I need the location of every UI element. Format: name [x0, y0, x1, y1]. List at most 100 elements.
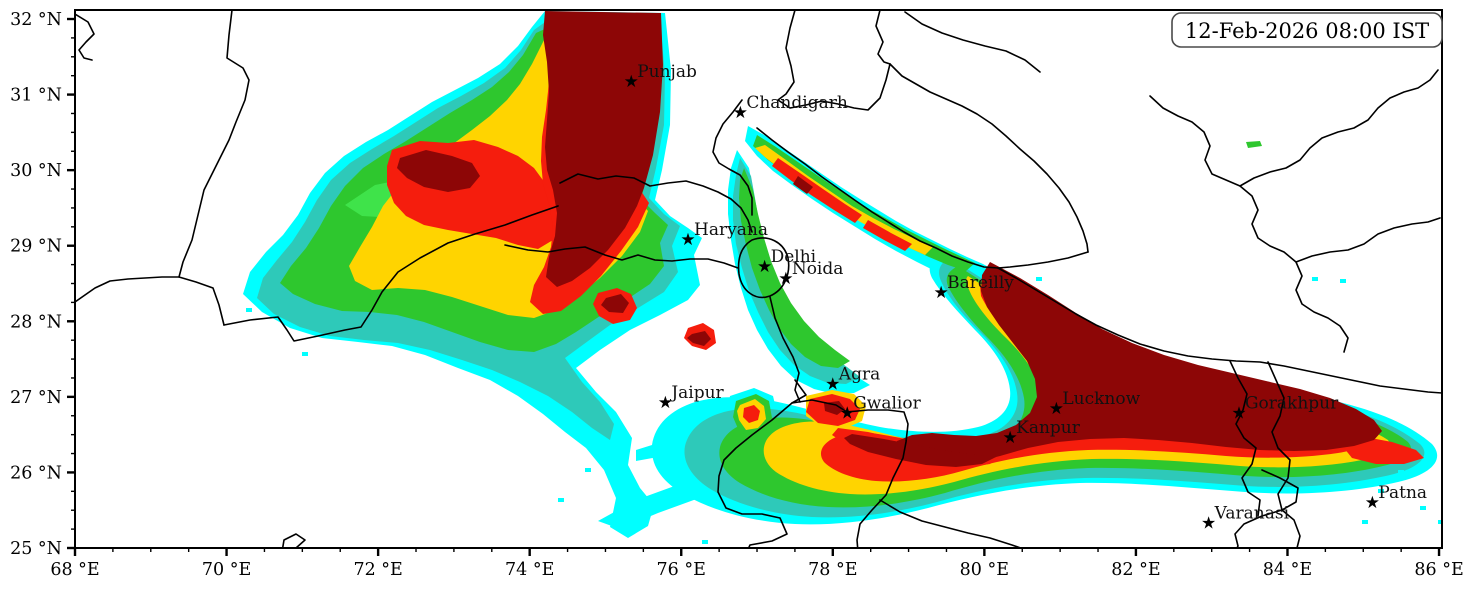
state-border-line	[879, 499, 1023, 548]
city-star-marker: ★	[680, 230, 695, 250]
x-tick-label: 74 °E	[505, 560, 554, 580]
contour-speck	[1420, 506, 1426, 510]
state-border-line	[777, 10, 891, 111]
city-star-marker: ★	[1201, 513, 1216, 533]
contour-band	[728, 150, 870, 394]
cities-layer: ★Punjab★Chandigarh★Haryana★Delhi★Noida★B…	[624, 62, 1427, 533]
y-tick-label: 32 °N	[10, 10, 62, 30]
contour-speck	[1362, 520, 1368, 524]
x-tick-label: 72 °E	[353, 560, 402, 580]
x-tick-label: 86 °E	[1414, 560, 1463, 580]
state-border-line	[1239, 69, 1439, 187]
contour-band	[844, 434, 996, 467]
contour-speck	[1398, 470, 1404, 474]
city-label: Chandigarh	[746, 93, 848, 113]
x-tick-label: 80 °E	[960, 560, 1009, 580]
state-border-line	[717, 402, 793, 548]
city-label: Punjab	[637, 62, 697, 82]
state-border-line	[997, 267, 1442, 394]
timestamp-label: 12-Feb-2026 08:00 IST	[1185, 19, 1429, 43]
city-label: Noida	[792, 259, 844, 279]
city-label: Agra	[838, 364, 880, 384]
city-star-marker: ★	[1231, 404, 1246, 424]
city-label: Jaipur	[669, 383, 724, 403]
city-label: Haryana	[694, 220, 768, 240]
x-tick-label: 68 °E	[50, 560, 99, 580]
contour-band	[739, 168, 850, 368]
contour-band	[894, 262, 1382, 465]
city-label: Patna	[1378, 483, 1427, 503]
boundary-lines-layer	[75, 10, 1442, 548]
state-border-line	[904, 11, 1041, 73]
y-tick-label: 27 °N	[10, 388, 62, 408]
contour-band	[601, 294, 629, 313]
contour-band	[863, 220, 912, 251]
y-tick-label: 26 °N	[10, 463, 62, 483]
contour-band	[755, 145, 933, 255]
contour-bands-layer	[243, 11, 1442, 556]
city-label: Delhi	[771, 247, 817, 267]
city-star-marker: ★	[1049, 399, 1064, 419]
contour-band	[1246, 141, 1262, 148]
state-border-line	[889, 63, 1089, 253]
state-border-line	[997, 251, 1089, 269]
timestamp-box: 12-Feb-2026 08:00 IST	[1171, 12, 1443, 48]
city-star-marker: ★	[757, 257, 772, 277]
city-star-marker: ★	[1365, 493, 1380, 513]
y-tick-label: 29 °N	[10, 237, 62, 257]
state-border-line	[178, 10, 250, 326]
contour-band	[772, 158, 862, 223]
contour-band	[824, 401, 845, 415]
state-border-line	[1149, 95, 1349, 353]
contour-band	[687, 331, 711, 346]
y-tick-label: 31 °N	[10, 86, 62, 106]
contour-speck	[302, 352, 308, 356]
y-tick-label: 30 °N	[10, 161, 62, 181]
state-border-line	[875, 10, 891, 65]
x-tick-label: 76 °E	[657, 560, 706, 580]
x-tick-label: 78 °E	[808, 560, 857, 580]
contour-speck	[1036, 277, 1042, 281]
state-border-line	[75, 13, 95, 61]
state-border-line	[791, 379, 909, 548]
contour-band	[793, 176, 813, 194]
contour-band	[636, 435, 698, 461]
contour-speck	[585, 468, 591, 472]
state-border-line	[223, 205, 559, 342]
city-label: Gwalior	[853, 394, 921, 414]
state-border-line	[504, 244, 739, 269]
city-label: Gorakhpur	[1245, 394, 1339, 414]
state-border-line	[712, 99, 753, 216]
plot-frame	[74, 9, 1443, 549]
contour-band	[743, 405, 760, 423]
state-border-line	[737, 237, 790, 299]
city-label: Kanpur	[1016, 418, 1081, 438]
contour-speck	[246, 308, 252, 312]
x-tick-label: 70 °E	[202, 560, 251, 580]
contour-speck	[1438, 520, 1442, 524]
contour-speck	[1378, 489, 1384, 493]
contour-speck	[1340, 279, 1346, 283]
x-tick-label: 84 °E	[1263, 560, 1312, 580]
state-border-line	[769, 296, 801, 403]
state-border-line	[559, 173, 753, 233]
city-star-marker: ★	[825, 374, 840, 394]
state-border-line	[1267, 361, 1301, 548]
city-label: Bareilly	[947, 273, 1014, 293]
axis-ticks-layer: 68 °E 70 °E 72 °E 74 °E 76 °E 78 °E 80 °E 82 °E…	[10, 10, 1464, 580]
city-label: Lucknow	[1062, 389, 1140, 409]
y-tick-label: 25 °N	[10, 539, 62, 559]
city-star-marker: ★	[624, 72, 639, 92]
contour-band	[543, 11, 663, 287]
x-tick-label: 82 °E	[1111, 560, 1160, 580]
state-border-line	[75, 276, 180, 303]
state-border-line	[1234, 469, 1299, 548]
city-star-marker: ★	[1003, 428, 1018, 448]
timestamp-frame	[1171, 12, 1443, 48]
state-border-line	[756, 127, 999, 269]
state-border-line	[281, 533, 306, 548]
city-star-marker: ★	[778, 269, 793, 289]
contour-band	[397, 150, 480, 192]
contour-speck	[672, 552, 678, 556]
